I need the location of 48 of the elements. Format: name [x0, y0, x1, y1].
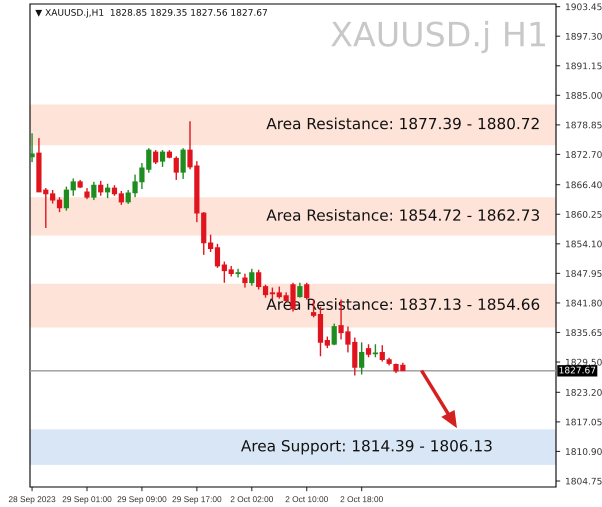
y-tick-label: 1866.40 [566, 181, 602, 188]
band-label: Area Support: 1814.39 - 1806.13 [241, 440, 492, 455]
y-tick-label: 1903.45 [566, 3, 602, 10]
candlestick [359, 342, 364, 376]
annotation: ▼ XAUUSD.j,H1 1828.85 1829.35 1827.56 1827.67 [35, 8, 268, 18]
x-tick-label: 29 Sep 17:00 [172, 496, 222, 504]
candlestick [98, 180, 104, 196]
y-tick-label: 1841.80 [566, 300, 602, 306]
x-tick-label: 28 Sep 2023 [8, 496, 56, 504]
candlestick [180, 147, 186, 180]
y-tick-label: 1872.70 [566, 151, 602, 158]
candlestick [91, 181, 96, 201]
x-tick-label: 2 Oct 18:00 [340, 496, 383, 502]
candlestick [84, 187, 90, 200]
x-tick-label: 29 Sep 01:00 [62, 496, 112, 504]
y-tick-label: 1835.65 [566, 329, 602, 336]
y-tick-label: 1860.25 [566, 210, 602, 218]
y-tick-label: 1823.20 [566, 389, 602, 396]
band-label: Area Resistance: 1877.39 - 1880.72 [266, 117, 539, 130]
candlestick [372, 344, 378, 358]
candlestick [30, 132, 35, 163]
y-tick-label: 1891.15 [566, 62, 602, 70]
ref-line-label: 1827.67 [560, 366, 596, 374]
candlestick [242, 272, 248, 288]
x-tick-label: 2 Oct 02:00 [230, 496, 274, 502]
y-tick-label: 1804.75 [566, 478, 602, 485]
candlestick [366, 344, 372, 358]
y-tick-label: 1817.05 [566, 418, 602, 426]
y-tick-label: 1847.95 [566, 270, 602, 277]
x-tick-label: 29 Sep 09:00 [118, 496, 166, 504]
candlestick [153, 149, 158, 165]
y-tick-label: 1897.30 [566, 32, 602, 40]
candlestick [174, 156, 179, 181]
candlestick [249, 268, 254, 286]
candlestick [332, 322, 337, 346]
y-tick-label: 1878.85 [566, 122, 602, 128]
band-label: Area Resistance: 1854.72 - 1862.73 [266, 209, 539, 221]
candlestick [393, 362, 399, 374]
x-tick-label: 2 Oct 10:00 [286, 496, 328, 502]
candlestick [187, 120, 193, 170]
y-tick-label: 1810.90 [566, 448, 602, 455]
candlestick [160, 149, 166, 168]
candlestick [104, 183, 110, 199]
y-tick-label: 1854.10 [566, 240, 602, 248]
candlestick [304, 282, 310, 300]
y-tick-label: 1885.00 [566, 92, 602, 99]
y-tick-label: 1829.50 [566, 358, 602, 366]
candlestick [297, 282, 302, 298]
